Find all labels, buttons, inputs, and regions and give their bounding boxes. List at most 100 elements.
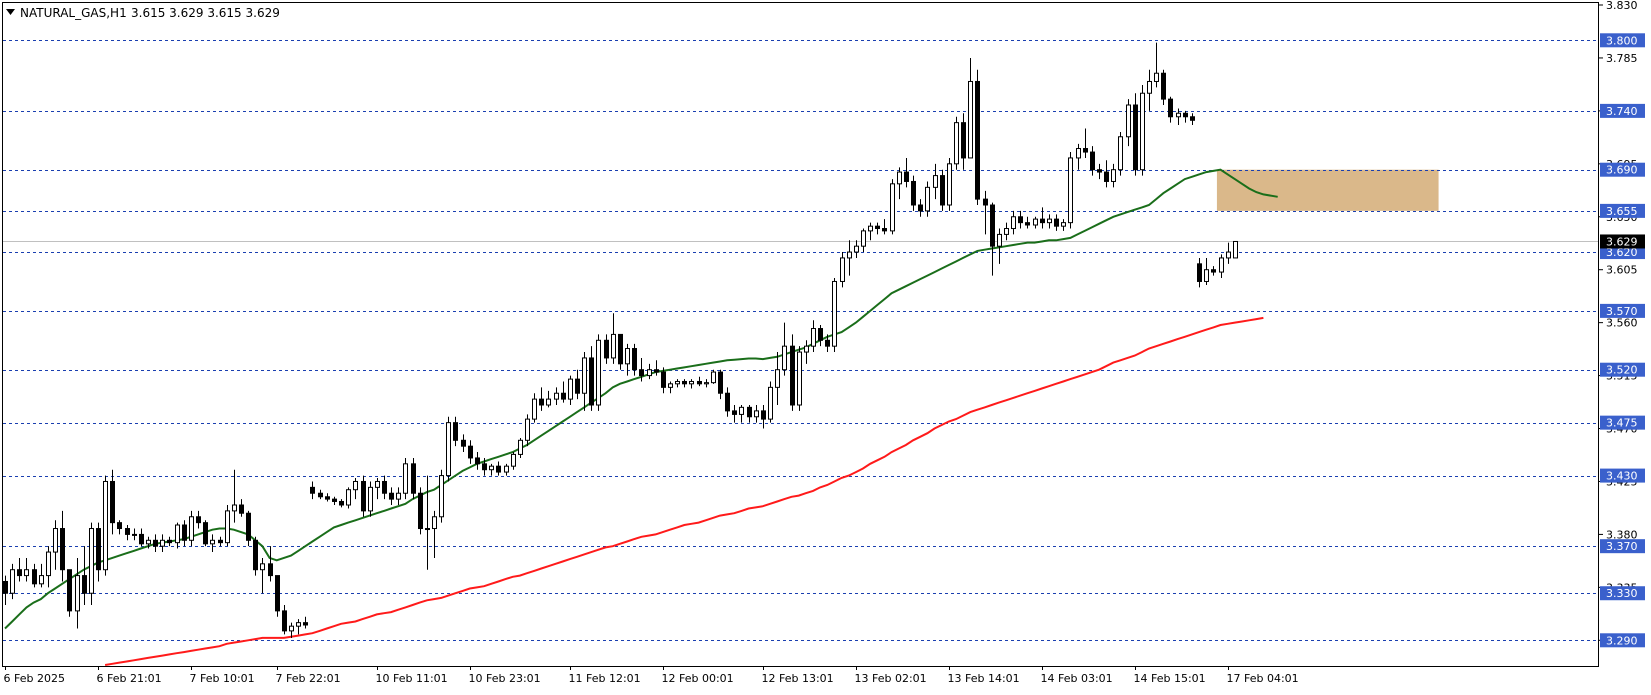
candle [782, 322, 787, 376]
bull-candle-body [296, 622, 301, 627]
bear-candle-body [303, 622, 308, 626]
candle [1011, 210, 1016, 235]
bear-candle-body [3, 580, 8, 594]
bull-candle-body [511, 453, 516, 467]
bull-candle-body [132, 533, 137, 536]
candle [654, 360, 659, 376]
level-price-tag [1600, 162, 1645, 177]
candle [618, 333, 623, 370]
candle [146, 536, 151, 549]
level-price-label: 3.620 [1606, 246, 1638, 259]
bull-candle-body [10, 569, 15, 594]
bull-candle-body [439, 475, 444, 518]
candle [461, 434, 466, 453]
candle [1083, 128, 1088, 158]
level-price-tag [1600, 539, 1645, 554]
candle [232, 469, 237, 523]
bull-candle-body [596, 339, 601, 406]
candle [103, 475, 108, 576]
bull-candle-body [933, 175, 938, 188]
candle [318, 489, 323, 500]
bear-candle-body [632, 348, 637, 371]
bull-candle-body [797, 351, 802, 406]
candle [632, 343, 637, 376]
level-price-label: 3.330 [1606, 587, 1638, 600]
level-price-label: 3.475 [1606, 417, 1638, 430]
candle [289, 622, 294, 638]
symbol-label: NATURAL_GAS,H1 [20, 6, 127, 20]
candle [940, 169, 945, 211]
bear-candle-body [218, 539, 223, 544]
candle [110, 469, 115, 535]
bull-candle-body [260, 563, 265, 571]
bull-candle-body [847, 251, 852, 259]
bull-candle-body [954, 122, 959, 165]
bull-candle-body [289, 625, 294, 632]
candle [32, 563, 37, 588]
bull-candle-body [1004, 228, 1009, 235]
level-price-label: 3.690 [1606, 164, 1638, 177]
level-price-tag [1600, 362, 1645, 377]
bull-candle-body [103, 480, 108, 571]
candle [990, 202, 995, 276]
symbol-header[interactable]: NATURAL_GAS,H1 3.615 3.629 3.615 3.629 [6, 6, 280, 20]
bear-candle-body [318, 492, 323, 498]
price-axis[interactable]: 3.8303.7853.7403.6953.6503.6053.5603.515… [1599, 0, 1645, 648]
candle [310, 481, 315, 500]
candle [1040, 207, 1045, 229]
candle [218, 536, 223, 547]
bull-candle-body [868, 225, 873, 232]
candle [1118, 132, 1123, 176]
bear-candle-body [654, 369, 659, 373]
bull-candle-body [689, 380, 694, 385]
bull-candle-body [504, 465, 509, 473]
bull-candle-body [1076, 148, 1081, 159]
bear-candle-body [1168, 98, 1173, 118]
candle [411, 457, 416, 500]
bear-candle-body [732, 410, 737, 415]
time-axis[interactable]: 6 Feb 2025 6 Feb 21:01 7 Feb 10:01 7 Feb 22… [4, 666, 1299, 685]
level-price-tag [1600, 468, 1645, 483]
bear-candle-body [246, 512, 251, 541]
candle [389, 487, 394, 505]
candle [854, 240, 859, 258]
bear-candle-body [139, 533, 144, 545]
candle [1154, 42, 1159, 88]
bear-candle-body [1161, 72, 1166, 100]
bull-candle-body [854, 245, 859, 253]
bear-candle-body [110, 480, 115, 524]
y-tick-label: 3.560 [1606, 317, 1638, 330]
candle [425, 475, 430, 570]
bull-candle-body [1219, 257, 1224, 273]
bull-candle-body [403, 463, 408, 494]
candle [568, 375, 573, 405]
candle [153, 534, 158, 553]
bear-candle-body [682, 380, 687, 385]
candle [275, 575, 280, 617]
bear-candle-body [282, 610, 287, 632]
candle [1068, 152, 1073, 229]
bear-candle-body [196, 516, 201, 524]
bear-candle-body [389, 492, 394, 500]
bear-candle-body [718, 371, 723, 394]
candle [732, 405, 737, 423]
candle [1054, 214, 1059, 231]
bull-candle-body [225, 510, 230, 544]
candle [239, 499, 244, 517]
bear-candle-body [167, 539, 172, 544]
bull-candle-body [489, 465, 494, 471]
candle [253, 536, 258, 576]
candle [210, 534, 215, 553]
bear-candle-body [482, 463, 487, 471]
bear-candle-body [904, 171, 909, 182]
triangle-down-icon[interactable] [6, 9, 15, 15]
candle [60, 510, 65, 582]
bull-candle-body [425, 528, 430, 531]
bull-candle-body [24, 569, 29, 577]
bull-candle-body [525, 418, 530, 441]
candle [804, 340, 809, 364]
candle [997, 228, 1002, 264]
candle [325, 493, 330, 502]
